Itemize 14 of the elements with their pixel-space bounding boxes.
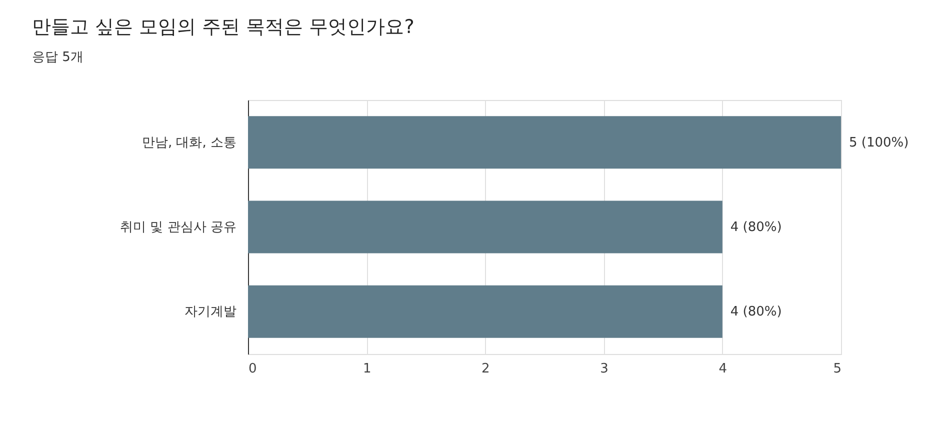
text: 응답 5개	[32, 50, 84, 65]
y-tick-label: 자기계발	[184, 304, 236, 320]
x-tick-label: 2	[482, 362, 490, 376]
data-label: 4 (80%)	[730, 220, 782, 235]
y-tick-label: 취미 및 관심사 공유	[120, 220, 236, 235]
data-label: 4 (80%)	[730, 304, 782, 320]
x-tick-label: 3	[600, 362, 608, 376]
chart-title: 만들고 싶은 모임의 주된 목적은 무엇인가요?	[32, 16, 414, 38]
data-label: 5 (100%)	[849, 135, 909, 150]
y-tick-label: 만남, 대화, 소통	[142, 135, 236, 150]
x-tick-label: 4	[718, 362, 728, 376]
x-tick-label: 5	[833, 362, 842, 376]
x-tick-label: 1	[362, 362, 372, 376]
x-tick-label: 0	[248, 362, 257, 376]
